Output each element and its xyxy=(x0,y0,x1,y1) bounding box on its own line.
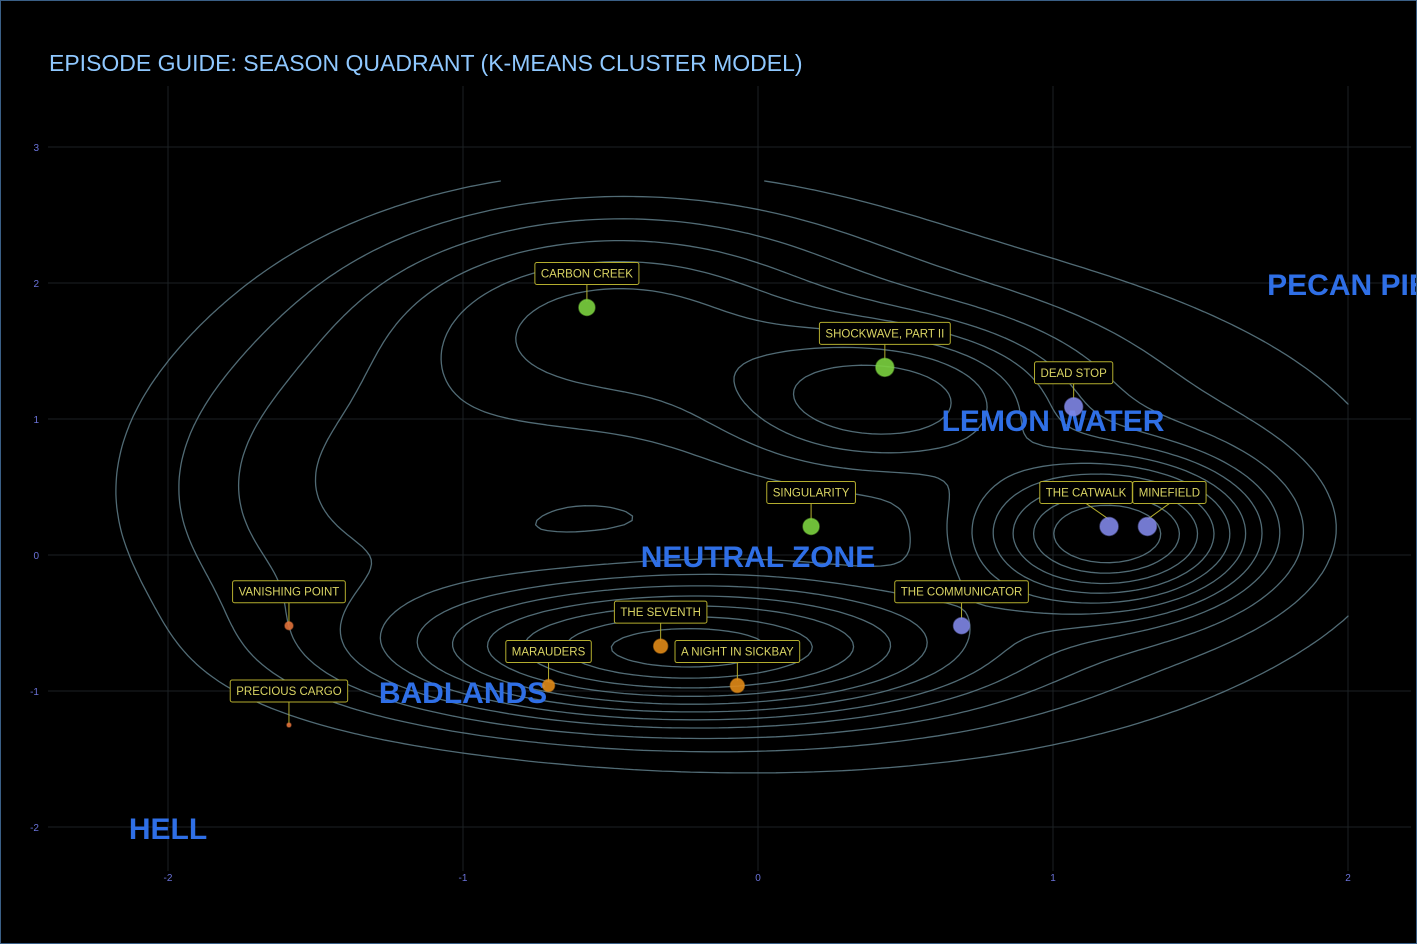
region-label: NEUTRAL ZONE xyxy=(641,541,875,574)
region-label: LEMON WATER xyxy=(942,405,1165,438)
y-tick-label: 1 xyxy=(33,415,39,426)
label-box xyxy=(818,321,951,345)
data-point xyxy=(1063,397,1084,417)
episode-point: VANISHING POINT xyxy=(232,580,346,631)
data-point xyxy=(802,517,820,536)
label-leader xyxy=(1147,503,1170,520)
data-point xyxy=(652,638,669,654)
episode-point: SINGULARITY xyxy=(766,480,856,536)
episode-point: DEAD STOP xyxy=(1034,361,1114,417)
label-box xyxy=(534,261,640,285)
region-label: HELL xyxy=(129,813,207,846)
region-label: BADLANDS xyxy=(379,677,547,710)
data-point xyxy=(541,678,556,693)
point-label: MINEFIELD xyxy=(1139,487,1200,499)
y-tick-label: 3 xyxy=(33,143,39,154)
point-label: MARAUDERS xyxy=(512,647,586,659)
data-point xyxy=(1137,516,1158,537)
y-tick-label: 0 xyxy=(33,551,39,562)
contour-line xyxy=(115,180,1349,774)
point-label: THE CATWALK xyxy=(1046,487,1127,499)
episode-point: MARAUDERS xyxy=(505,640,592,693)
point-label: DEAD STOP xyxy=(1041,368,1108,380)
point-label: A NIGHT IN SICKBAY xyxy=(681,647,794,659)
episode-point: CARBON CREEK xyxy=(534,261,640,317)
point-label: SINGULARITY xyxy=(773,487,850,499)
contour-line xyxy=(416,288,1247,713)
point-label: THE SEVENTH xyxy=(620,607,701,619)
label-box xyxy=(1132,480,1207,504)
contour-line xyxy=(523,483,1199,689)
grid-lines xyxy=(48,86,1411,871)
point-label: SHOCKWAVE, PART II xyxy=(825,328,944,340)
point-label: VANISHING POINT xyxy=(239,587,340,599)
label-box xyxy=(674,640,801,664)
axis-ticks: -2 -1 0 1 2 -2 -1 0 1 2 3 xyxy=(30,143,1351,884)
point-label: THE COMMUNICATOR xyxy=(901,587,1023,599)
contour-line xyxy=(379,260,1263,721)
episode-point: THE SEVENTH xyxy=(613,600,708,654)
contour-line xyxy=(610,504,1162,668)
chart-title: EPISODE GUIDE: SEASON QUADRANT (K-MEANS … xyxy=(49,50,803,76)
y-tick-label: -2 xyxy=(30,823,39,834)
label-box xyxy=(766,480,856,504)
x-tick-label: -2 xyxy=(164,873,173,884)
data-point xyxy=(875,357,895,378)
label-box xyxy=(894,580,1029,604)
data-point xyxy=(578,298,596,317)
episode-point: THE CATWALK xyxy=(1039,480,1133,537)
label-box xyxy=(1034,361,1114,385)
y-tick-label: -1 xyxy=(30,687,39,698)
episode-point: SHOCKWAVE, PART II xyxy=(818,321,951,378)
x-tick-label: 1 xyxy=(1050,873,1056,884)
label-box xyxy=(229,679,349,703)
y-tick-label: 2 xyxy=(33,279,39,290)
point-label: CARBON CREEK xyxy=(541,268,633,280)
data-point xyxy=(286,722,292,728)
data-point xyxy=(952,616,971,635)
data-point xyxy=(729,677,746,694)
label-box xyxy=(505,640,592,664)
data-point xyxy=(1099,516,1119,537)
label-box xyxy=(613,600,708,624)
episode-point: PRECIOUS CARGO xyxy=(229,679,349,728)
point-label: PRECIOUS CARGO xyxy=(236,686,341,698)
x-tick-label: -1 xyxy=(459,873,468,884)
data-point xyxy=(284,620,294,631)
region-label: PECAN PIE xyxy=(1267,269,1416,302)
label-leader xyxy=(1085,503,1110,520)
label-box xyxy=(232,580,346,604)
x-tick-label: 2 xyxy=(1345,873,1351,884)
x-tick-label: 0 xyxy=(755,873,761,884)
region-labels: PECAN PIE LEMON WATER NEUTRAL ZONE BADLANDS… xyxy=(129,269,1416,846)
episode-point: A NIGHT IN SICKBAY xyxy=(674,640,801,694)
episode-point: THE COMMUNICATOR xyxy=(894,580,1029,635)
episode-point: MINEFIELD xyxy=(1132,480,1207,537)
episode-points: CARBON CREEK SHOCKWAVE, PART II DEAD STOP S… xyxy=(229,261,1207,728)
